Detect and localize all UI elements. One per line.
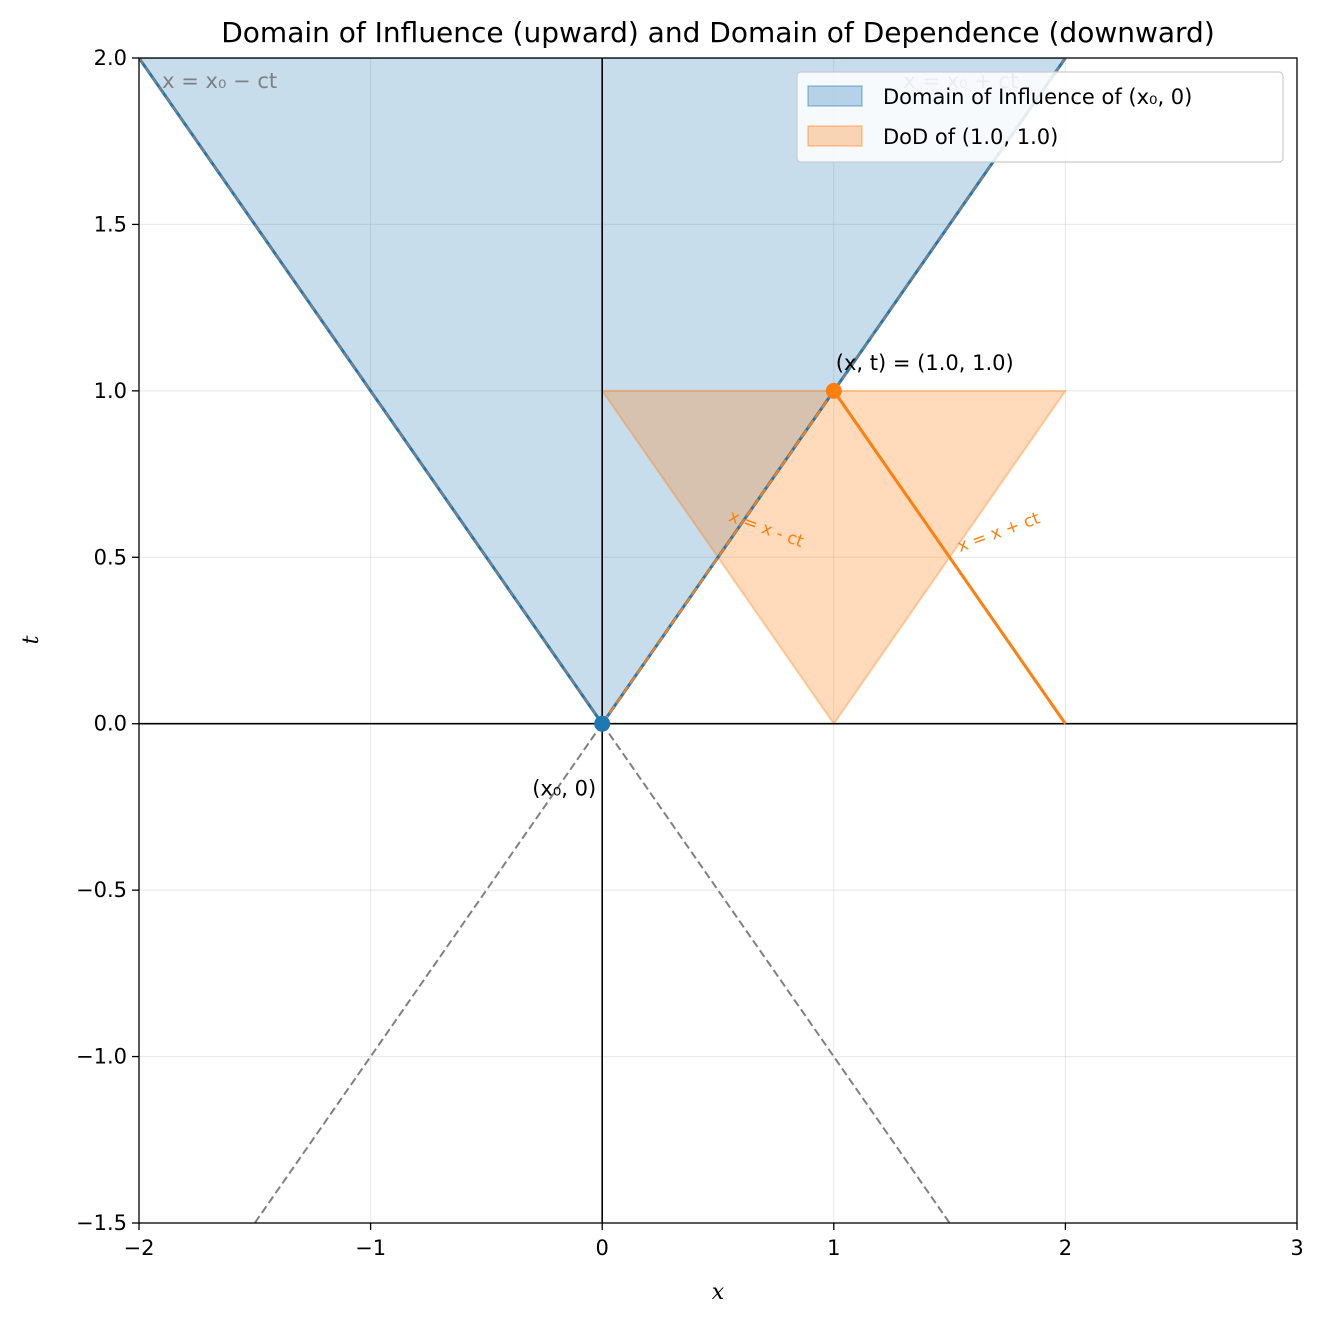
y-tick-label: −1.5 [76,1211,127,1235]
x-tick-label: 3 [1290,1236,1303,1260]
plot-frame [138,57,1298,1224]
legend: Domain of Influence of (x₀, 0) DoD of (1.… [796,71,1284,163]
y-tick-label: 2.0 [94,46,127,70]
x-tick-label: 2 [1059,1236,1072,1260]
x-tick-label: 1 [827,1236,840,1260]
line-annotation: x = x₀ − ct [162,69,277,93]
legend-box [796,71,1284,163]
legend-swatch [807,125,863,147]
origin-point-label: (x₀, 0) [532,777,596,801]
characteristic-line-dashed [253,723,604,1223]
legend-swatch [807,85,863,107]
y-tick-label: 0.5 [94,545,127,569]
target-point [825,382,842,399]
x-tick-label: −1 [355,1236,386,1260]
characteristic-line-dashed [601,723,951,1223]
y-tick-label: 1.0 [94,379,127,403]
origin-point [594,715,611,732]
legend-label: Domain of Influence of (x₀, 0) [883,85,1192,109]
y-tick-label: 1.5 [94,212,127,236]
y-tick-label: −1.0 [76,1045,127,1069]
x-tick-label: −2 [124,1236,155,1260]
axis-ticks: −2 −1 0 1 2 3 −1.5 −1.0 −0.5 0.0 0.5 1.0 1.5 2.0 [76,46,1304,1260]
y-tick-label: −0.5 [76,878,127,902]
chart-title: Domain of Influence (upward) and Domain … [221,16,1215,49]
characteristic-line [832,390,1067,725]
characteristic-line-dashed [139,58,604,725]
characteristic-line-dashed [601,390,835,725]
target-point-label: (x, t) = (1.0, 1.0) [836,351,1014,375]
x-tick-label: 0 [596,1236,609,1260]
x-axis-label: x [712,1280,725,1305]
legend-label: DoD of (1.0, 1.0) [883,125,1058,149]
y-tick-label: 0.0 [94,712,127,736]
plot-area: (x₀, 0)(x, t) = (1.0, 1.0)x = x₀ − ctx =… [139,58,1297,1223]
y-axis-label: t [19,635,44,644]
